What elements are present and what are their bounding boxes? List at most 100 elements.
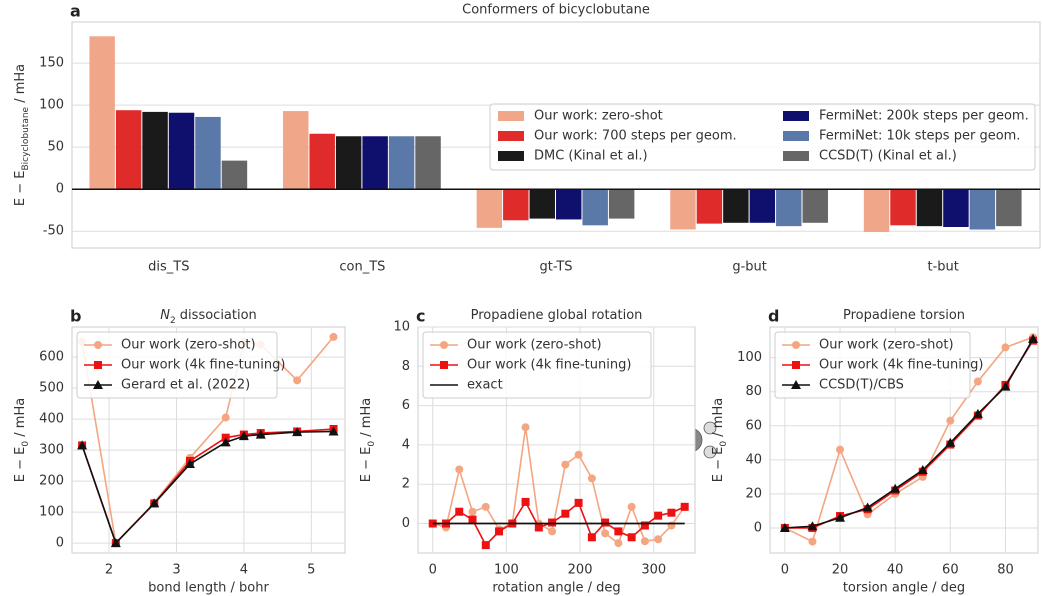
legend-label: CCSD(T)/CBS [819, 378, 904, 393]
legend-label: exact [467, 378, 503, 393]
bar [195, 116, 221, 190]
data-point [627, 533, 636, 542]
legend-swatch [783, 111, 809, 121]
data-point [640, 521, 649, 530]
x-tick-label: 100 [494, 563, 519, 578]
panel-label: c [416, 307, 425, 326]
data-point [292, 427, 303, 437]
legend-marker [792, 341, 800, 349]
text-part: dissociation [176, 308, 257, 323]
data-point [1000, 381, 1011, 391]
data-point [667, 508, 676, 517]
y-tick-label: 6 [402, 398, 410, 413]
data-point [455, 507, 464, 516]
bar [309, 133, 335, 190]
x-tick-label: dis_TS [148, 260, 189, 275]
bar [529, 189, 555, 219]
x-axis-label: torsion angle / deg [843, 581, 965, 596]
y-axis-label: E − EBicyclobutane / mHa [13, 64, 31, 206]
x-tick-label: g-but [732, 260, 767, 275]
data-point [238, 431, 249, 441]
data-point [601, 518, 610, 527]
y-tick-label: 400 [39, 412, 64, 427]
y-tick-label: 0 [754, 520, 762, 535]
bar [142, 111, 168, 190]
data-point [220, 437, 231, 447]
x-tick-label: t-but [928, 260, 959, 275]
y-tick-label: 200 [39, 474, 64, 489]
bar [969, 189, 996, 230]
y-tick-label: 100 [737, 350, 762, 365]
bar [696, 189, 723, 224]
legend-marker [792, 361, 800, 369]
panel-label: d [768, 307, 779, 326]
legend-swatch [498, 111, 524, 121]
bar [608, 189, 635, 219]
text-part: N [160, 308, 170, 323]
y-tick-label: 4 [402, 437, 410, 452]
y-tick-label: 100 [39, 98, 64, 113]
data-point [468, 515, 477, 524]
legend-label: FermiNet: 10k steps per geom. [819, 129, 1020, 144]
bar [221, 160, 248, 190]
y-tick-label: 0 [56, 182, 64, 197]
data-point [328, 426, 339, 436]
data-point [521, 497, 530, 506]
y-axis-label: E − E0 / mHa [711, 398, 729, 482]
y-tick-label: -50 [43, 224, 64, 239]
legend [76, 331, 278, 399]
data-point [945, 437, 956, 447]
bar [943, 189, 969, 227]
panel-label: a [70, 2, 81, 21]
x-tick-label: 60 [942, 563, 959, 578]
data-point [149, 498, 160, 508]
x-tick-label: 40 [887, 563, 904, 578]
y-axis-label: E − E0 / mHa [13, 398, 31, 482]
data-point [293, 376, 302, 385]
x-tick-label: 200 [568, 563, 593, 578]
legend-label: Our work: 700 steps per geom. [534, 129, 737, 144]
data-point [468, 507, 477, 516]
bar [335, 136, 362, 190]
x-tick-label: 2 [105, 563, 113, 578]
legend-swatch [498, 131, 524, 141]
y-tick-label: 600 [39, 350, 64, 365]
legend-label: CCSD(T) (Kinal et al.) [819, 149, 957, 164]
data-point [184, 459, 195, 469]
x-tick-label: 5 [307, 563, 315, 578]
text-part: / mHa [13, 64, 28, 107]
bar [863, 189, 890, 233]
y-tick-label: 40 [745, 452, 762, 467]
legend-label: Our work (zero-shot) [467, 338, 602, 353]
y-tick-label: 2 [402, 477, 410, 492]
x-tick-label: 4 [240, 563, 248, 578]
y-tick-label: 300 [39, 443, 64, 458]
legend-marker [440, 361, 448, 369]
y-tick-label: 10 [393, 320, 410, 335]
text-part: 0 [719, 441, 729, 447]
series-line [784, 338, 1034, 529]
x-tick-label: gt-TS [539, 260, 572, 275]
y-tick-label: 8 [402, 359, 410, 374]
y-tick-label: 80 [745, 384, 762, 399]
bar [670, 189, 696, 230]
text-part: E − E [13, 171, 28, 207]
legend-label: DMC (Kinal et al.) [534, 149, 648, 164]
x-tick-label: con_TS [339, 260, 385, 275]
legend-label: Our work (4k fine-tuning) [819, 358, 983, 373]
data-point [574, 498, 583, 507]
x-tick-label: 20 [832, 563, 849, 578]
x-axis-label: rotation angle / deg [492, 581, 620, 596]
bar [996, 189, 1022, 227]
text-part: / mHa [711, 398, 726, 441]
bar [916, 189, 943, 227]
x-tick-label: 0 [781, 563, 789, 578]
legend [774, 331, 971, 399]
data-point [890, 483, 901, 493]
bar [362, 136, 388, 190]
data-point [561, 509, 570, 518]
y-tick-label: 0 [56, 536, 64, 551]
legend-label: Our work (zero-shot) [121, 338, 256, 353]
text-part: E − E [13, 447, 28, 483]
legend-label: Our work (4k fine-tuning) [467, 358, 631, 373]
